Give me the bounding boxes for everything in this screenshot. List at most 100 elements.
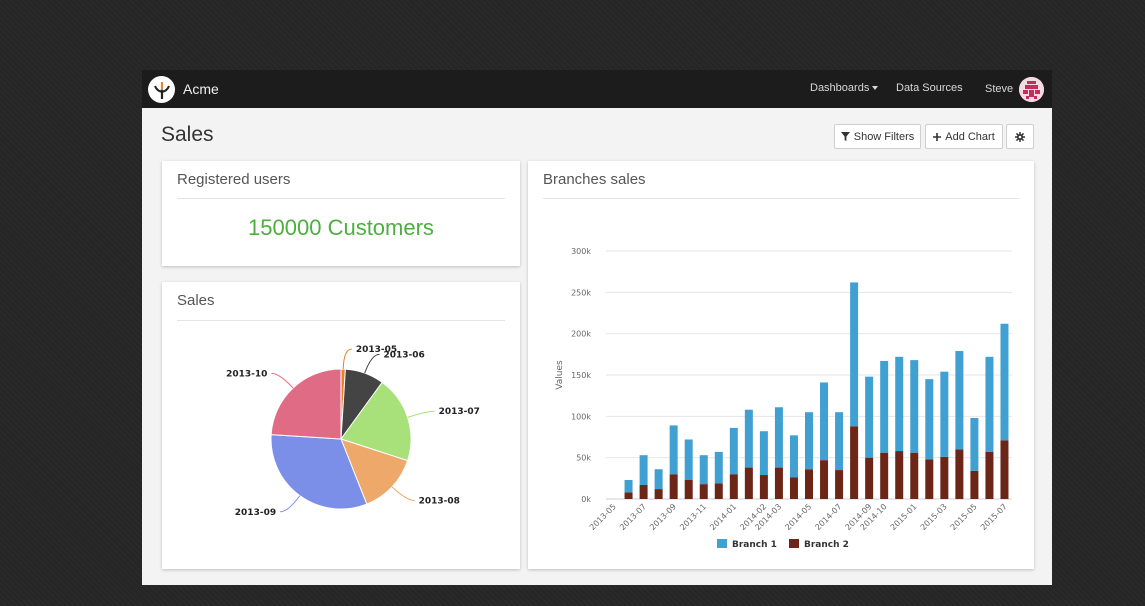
- legend-swatch-branch-1: [717, 539, 727, 548]
- x-tick-label: 2015-07: [979, 502, 1009, 532]
- pie-slice-2013-07[interactable]: [340, 381, 412, 462]
- bar-branch-2[interactable]: [729, 474, 738, 499]
- branches-sales-widget: Branches sales 0k 50k 100k 150k 200k 250k 300k…: [528, 161, 1034, 569]
- avatar-icon: [1019, 77, 1044, 102]
- bar-branch-2[interactable]: [835, 470, 844, 499]
- bar-branch-1[interactable]: [970, 417, 979, 471]
- divider: [543, 198, 1019, 199]
- bar-branch-1[interactable]: [880, 360, 889, 453]
- bar-branch-1[interactable]: [850, 282, 859, 427]
- bar-branch-1[interactable]: [955, 351, 964, 450]
- registered-users-widget: Registered users 150000 Customers: [162, 161, 520, 266]
- sales-widget: Sales 2013-05 2013-06 2013-07 2013-08 2013-0…: [162, 282, 520, 569]
- bar-branch-1[interactable]: [789, 435, 798, 478]
- pie-connector: [342, 348, 352, 370]
- pie-label: 2013-05: [356, 345, 397, 355]
- bar-branch-2[interactable]: [865, 457, 874, 499]
- x-tick-label: 2014-07: [813, 502, 843, 532]
- y-tick-label: 100k: [571, 412, 591, 421]
- sales-title: Sales: [177, 292, 215, 309]
- show-filters-label: Show Filters: [853, 130, 915, 143]
- bar-branch-2[interactable]: [955, 449, 964, 499]
- show-filters-button[interactable]: Show Filters: [834, 124, 921, 149]
- x-tick-label: 2013-09: [648, 502, 678, 532]
- add-chart-label: Add Chart: [945, 130, 995, 143]
- pie-slice-2013-10[interactable]: [270, 368, 342, 440]
- bar-branch-2[interactable]: [850, 426, 859, 499]
- bar-branch-1[interactable]: [820, 382, 829, 461]
- bar-branch-1[interactable]: [925, 379, 934, 460]
- bar-branch-1[interactable]: [654, 469, 663, 490]
- pie-slice-2013-09[interactable]: [270, 434, 368, 510]
- bar-branch-2[interactable]: [669, 474, 678, 499]
- brand-name[interactable]: Acme: [183, 81, 219, 97]
- bar-branch-2[interactable]: [805, 469, 813, 499]
- pie-label: 2013-06: [383, 350, 424, 360]
- bar-branch-1[interactable]: [744, 409, 753, 468]
- bar-branch-1[interactable]: [699, 455, 708, 485]
- bar-branch-2[interactable]: [880, 452, 889, 499]
- pie-label: 2013-09: [235, 508, 276, 518]
- pie-connector: [271, 372, 294, 389]
- pie-slice-2013-08[interactable]: [340, 438, 409, 505]
- x-tick-label: 2015-01: [889, 502, 919, 532]
- y-tick-label: 300k: [571, 247, 591, 256]
- bar-branch-1[interactable]: [774, 407, 783, 468]
- bar-branch-2[interactable]: [774, 467, 783, 499]
- bar-branch-2[interactable]: [895, 451, 904, 499]
- bar-branch-1[interactable]: [1000, 323, 1009, 441]
- nav-data-sources[interactable]: Data Sources: [896, 82, 963, 94]
- brand-logo[interactable]: [148, 76, 175, 103]
- bar-branch-1[interactable]: [714, 451, 723, 484]
- bar-branch-2[interactable]: [684, 479, 693, 499]
- bar-branch-1[interactable]: [895, 356, 904, 452]
- bar-branch-1[interactable]: [910, 360, 919, 453]
- logo-icon: [153, 81, 170, 99]
- legend-label-branch-2[interactable]: Branch 2: [804, 540, 849, 550]
- pie-connector: [280, 495, 301, 513]
- x-tick-label: 2015-05: [949, 502, 979, 532]
- settings-button[interactable]: [1006, 124, 1034, 149]
- legend-label-branch-1[interactable]: Branch 1: [732, 540, 777, 550]
- bar-branch-2[interactable]: [654, 489, 663, 499]
- bar-branch-2[interactable]: [1000, 440, 1009, 499]
- y-tick-label: 150k: [571, 371, 591, 380]
- bar-branch-2[interactable]: [925, 459, 934, 499]
- nav-dashboards[interactable]: Dashboards: [810, 82, 879, 94]
- divider: [177, 198, 505, 199]
- bar-branch-2[interactable]: [624, 492, 633, 499]
- bar-branch-1[interactable]: [985, 356, 994, 452]
- add-chart-button[interactable]: Add Chart: [925, 124, 1003, 149]
- bar-branch-1[interactable]: [669, 425, 678, 475]
- bar-branch-1[interactable]: [729, 427, 738, 475]
- pie-label: 2013-07: [439, 407, 480, 417]
- nav-user-name[interactable]: Steve: [985, 83, 1014, 95]
- bar-branch-1[interactable]: [639, 455, 648, 485]
- bar-branch-2[interactable]: [714, 483, 723, 499]
- bar-branch-2[interactable]: [789, 477, 798, 499]
- bar-branch-1[interactable]: [865, 376, 874, 458]
- bar-branch-1[interactable]: [624, 479, 633, 493]
- bar-branch-1[interactable]: [805, 412, 813, 470]
- bar-branch-1[interactable]: [759, 431, 768, 476]
- avatar[interactable]: [1019, 77, 1044, 102]
- pie-label: 2013-08: [419, 497, 460, 507]
- bar-branch-2[interactable]: [744, 467, 753, 499]
- app-window: Acme Dashboards Data Sources Steve Sales…: [142, 70, 1052, 585]
- bar-branch-1[interactable]: [684, 439, 693, 480]
- x-tick-label: 2014-05: [783, 502, 813, 532]
- registered-users-title: Registered users: [177, 171, 291, 188]
- bar-branch-1[interactable]: [940, 371, 949, 457]
- bar-branch-2[interactable]: [759, 475, 768, 499]
- y-tick-label: 250k: [571, 288, 591, 297]
- pie-label: 2013-10: [226, 369, 267, 379]
- bar-branch-2[interactable]: [940, 456, 949, 499]
- bar-branch-2[interactable]: [910, 452, 919, 499]
- bar-branch-1[interactable]: [835, 412, 844, 471]
- bar-branch-2[interactable]: [985, 451, 994, 499]
- bar-branch-2[interactable]: [699, 484, 708, 499]
- bar-branch-2[interactable]: [639, 484, 648, 499]
- bar-branch-2[interactable]: [820, 460, 829, 499]
- bar-branch-2[interactable]: [970, 470, 979, 499]
